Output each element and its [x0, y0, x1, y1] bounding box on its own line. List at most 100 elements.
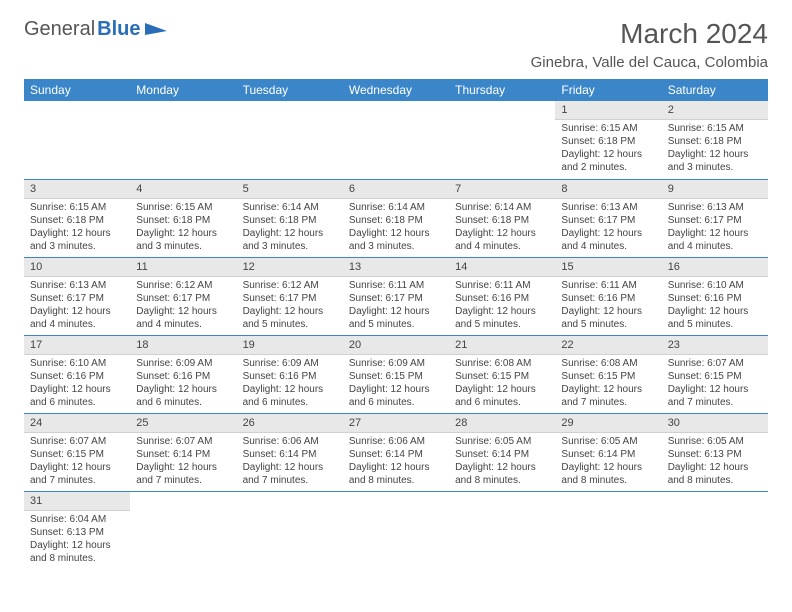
calendar-empty: [24, 101, 130, 179]
day-details: Sunrise: 6:13 AMSunset: 6:17 PMDaylight:…: [24, 277, 130, 333]
calendar-day: 11Sunrise: 6:12 AMSunset: 6:17 PMDayligh…: [130, 257, 236, 335]
calendar-day: 7Sunrise: 6:14 AMSunset: 6:18 PMDaylight…: [449, 179, 555, 257]
day-details: Sunrise: 6:06 AMSunset: 6:14 PMDaylight:…: [237, 433, 343, 489]
day-number: 3: [24, 180, 130, 199]
day-details: Sunrise: 6:07 AMSunset: 6:14 PMDaylight:…: [130, 433, 236, 489]
day-number: 6: [343, 180, 449, 199]
day-details: Sunrise: 6:05 AMSunset: 6:14 PMDaylight:…: [449, 433, 555, 489]
calendar-day: 22Sunrise: 6:08 AMSunset: 6:15 PMDayligh…: [555, 335, 661, 413]
day-details: Sunrise: 6:05 AMSunset: 6:13 PMDaylight:…: [662, 433, 768, 489]
day-details: Sunrise: 6:15 AMSunset: 6:18 PMDaylight:…: [24, 199, 130, 255]
month-title: March 2024: [531, 18, 768, 50]
day-number: 17: [24, 336, 130, 355]
title-block: March 2024 Ginebra, Valle del Cauca, Col…: [531, 18, 768, 71]
calendar-day: 3Sunrise: 6:15 AMSunset: 6:18 PMDaylight…: [24, 179, 130, 257]
day-number: 28: [449, 414, 555, 433]
day-details: Sunrise: 6:11 AMSunset: 6:16 PMDaylight:…: [449, 277, 555, 333]
weekday-header-row: SundayMondayTuesdayWednesdayThursdayFrid…: [24, 79, 768, 101]
calendar-empty: [130, 101, 236, 179]
day-number: 15: [555, 258, 661, 277]
day-details: Sunrise: 6:13 AMSunset: 6:17 PMDaylight:…: [662, 199, 768, 255]
calendar-empty: [449, 491, 555, 569]
day-details: Sunrise: 6:15 AMSunset: 6:18 PMDaylight:…: [555, 120, 661, 176]
calendar-day: 20Sunrise: 6:09 AMSunset: 6:15 PMDayligh…: [343, 335, 449, 413]
day-number: 7: [449, 180, 555, 199]
day-number: 11: [130, 258, 236, 277]
day-number: 19: [237, 336, 343, 355]
calendar-day: 31Sunrise: 6:04 AMSunset: 6:13 PMDayligh…: [24, 491, 130, 569]
day-number: 20: [343, 336, 449, 355]
calendar-day: 9Sunrise: 6:13 AMSunset: 6:17 PMDaylight…: [662, 179, 768, 257]
calendar-day: 8Sunrise: 6:13 AMSunset: 6:17 PMDaylight…: [555, 179, 661, 257]
day-details: Sunrise: 6:14 AMSunset: 6:18 PMDaylight:…: [237, 199, 343, 255]
weekday-monday: Monday: [130, 79, 236, 101]
day-number: 5: [237, 180, 343, 199]
calendar-day: 12Sunrise: 6:12 AMSunset: 6:17 PMDayligh…: [237, 257, 343, 335]
day-number: 14: [449, 258, 555, 277]
day-number: 25: [130, 414, 236, 433]
location: Ginebra, Valle del Cauca, Colombia: [531, 54, 768, 71]
day-number: 31: [24, 492, 130, 511]
calendar-day: 6Sunrise: 6:14 AMSunset: 6:18 PMDaylight…: [343, 179, 449, 257]
calendar-empty: [555, 491, 661, 569]
day-number: 22: [555, 336, 661, 355]
calendar-day: 24Sunrise: 6:07 AMSunset: 6:15 PMDayligh…: [24, 413, 130, 491]
calendar-day: 23Sunrise: 6:07 AMSunset: 6:15 PMDayligh…: [662, 335, 768, 413]
day-details: Sunrise: 6:08 AMSunset: 6:15 PMDaylight:…: [449, 355, 555, 411]
calendar-day: 19Sunrise: 6:09 AMSunset: 6:16 PMDayligh…: [237, 335, 343, 413]
calendar-empty: [662, 491, 768, 569]
day-number: 29: [555, 414, 661, 433]
calendar-week: 31Sunrise: 6:04 AMSunset: 6:13 PMDayligh…: [24, 491, 768, 569]
day-number: 13: [343, 258, 449, 277]
day-details: Sunrise: 6:14 AMSunset: 6:18 PMDaylight:…: [343, 199, 449, 255]
calendar-body: 1Sunrise: 6:15 AMSunset: 6:18 PMDaylight…: [24, 101, 768, 569]
calendar-empty: [343, 491, 449, 569]
day-details: Sunrise: 6:04 AMSunset: 6:13 PMDaylight:…: [24, 511, 130, 567]
calendar-week: 24Sunrise: 6:07 AMSunset: 6:15 PMDayligh…: [24, 413, 768, 491]
day-number: 27: [343, 414, 449, 433]
calendar-day: 13Sunrise: 6:11 AMSunset: 6:17 PMDayligh…: [343, 257, 449, 335]
calendar-empty: [237, 101, 343, 179]
day-details: Sunrise: 6:11 AMSunset: 6:16 PMDaylight:…: [555, 277, 661, 333]
day-details: Sunrise: 6:08 AMSunset: 6:15 PMDaylight:…: [555, 355, 661, 411]
weekday-wednesday: Wednesday: [343, 79, 449, 101]
day-details: Sunrise: 6:14 AMSunset: 6:18 PMDaylight:…: [449, 199, 555, 255]
day-details: Sunrise: 6:15 AMSunset: 6:18 PMDaylight:…: [662, 120, 768, 176]
calendar-empty: [130, 491, 236, 569]
calendar-day: 5Sunrise: 6:14 AMSunset: 6:18 PMDaylight…: [237, 179, 343, 257]
calendar-day: 27Sunrise: 6:06 AMSunset: 6:14 PMDayligh…: [343, 413, 449, 491]
day-details: Sunrise: 6:15 AMSunset: 6:18 PMDaylight:…: [130, 199, 236, 255]
calendar-week: 3Sunrise: 6:15 AMSunset: 6:18 PMDaylight…: [24, 179, 768, 257]
day-details: Sunrise: 6:09 AMSunset: 6:16 PMDaylight:…: [237, 355, 343, 411]
calendar-week: 17Sunrise: 6:10 AMSunset: 6:16 PMDayligh…: [24, 335, 768, 413]
day-number: 9: [662, 180, 768, 199]
weekday-tuesday: Tuesday: [237, 79, 343, 101]
calendar-day: 28Sunrise: 6:05 AMSunset: 6:14 PMDayligh…: [449, 413, 555, 491]
weekday-friday: Friday: [555, 79, 661, 101]
calendar-day: 26Sunrise: 6:06 AMSunset: 6:14 PMDayligh…: [237, 413, 343, 491]
day-number: 2: [662, 101, 768, 120]
logo: GeneralBlue: [24, 18, 171, 41]
day-number: 21: [449, 336, 555, 355]
calendar-day: 15Sunrise: 6:11 AMSunset: 6:16 PMDayligh…: [555, 257, 661, 335]
calendar-day: 17Sunrise: 6:10 AMSunset: 6:16 PMDayligh…: [24, 335, 130, 413]
day-details: Sunrise: 6:07 AMSunset: 6:15 PMDaylight:…: [662, 355, 768, 411]
calendar-week: 1Sunrise: 6:15 AMSunset: 6:18 PMDaylight…: [24, 101, 768, 179]
day-details: Sunrise: 6:09 AMSunset: 6:16 PMDaylight:…: [130, 355, 236, 411]
day-number: 18: [130, 336, 236, 355]
weekday-saturday: Saturday: [662, 79, 768, 101]
logo-text-1: General: [24, 18, 95, 41]
calendar-day: 29Sunrise: 6:05 AMSunset: 6:14 PMDayligh…: [555, 413, 661, 491]
calendar-day: 14Sunrise: 6:11 AMSunset: 6:16 PMDayligh…: [449, 257, 555, 335]
day-details: Sunrise: 6:12 AMSunset: 6:17 PMDaylight:…: [237, 277, 343, 333]
day-number: 30: [662, 414, 768, 433]
header: GeneralBlue March 2024 Ginebra, Valle de…: [24, 18, 768, 71]
day-details: Sunrise: 6:10 AMSunset: 6:16 PMDaylight:…: [24, 355, 130, 411]
day-number: 26: [237, 414, 343, 433]
calendar-table: SundayMondayTuesdayWednesdayThursdayFrid…: [24, 79, 768, 569]
day-details: Sunrise: 6:06 AMSunset: 6:14 PMDaylight:…: [343, 433, 449, 489]
day-number: 12: [237, 258, 343, 277]
day-details: Sunrise: 6:12 AMSunset: 6:17 PMDaylight:…: [130, 277, 236, 333]
logo-text-2: Blue: [97, 18, 140, 41]
calendar-day: 21Sunrise: 6:08 AMSunset: 6:15 PMDayligh…: [449, 335, 555, 413]
